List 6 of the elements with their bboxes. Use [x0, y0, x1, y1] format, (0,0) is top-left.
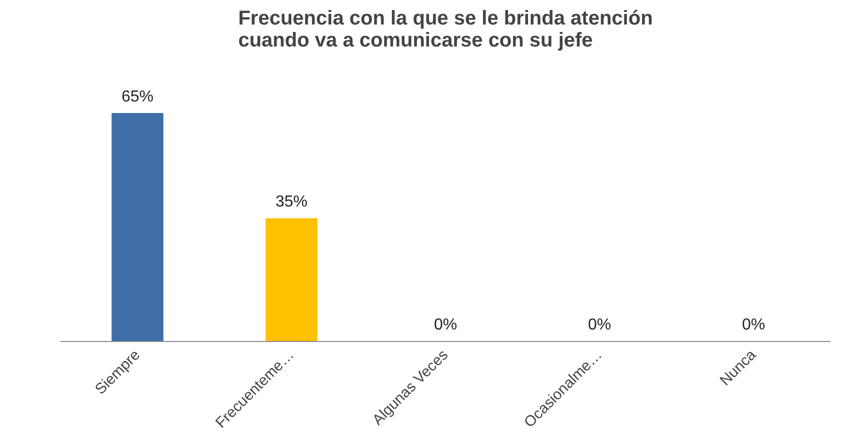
data-label: 0%: [588, 316, 612, 334]
data-label: 65%: [121, 88, 154, 106]
data-label: 0%: [434, 316, 458, 334]
chart-title: Frecuencia con la que se le brinda atención cuando va a comunicarse con su jefe: [238, 8, 653, 52]
data-label: 35%: [275, 194, 308, 211]
data-label: 0%: [742, 316, 766, 334]
